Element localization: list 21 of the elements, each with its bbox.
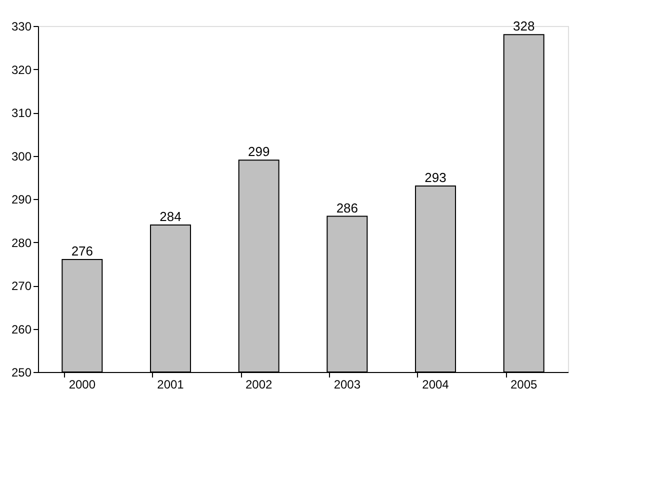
x-tick-label: 2003 [334,378,361,392]
data-label: 328 [512,18,535,34]
x-tick-label: 2001 [157,378,184,392]
y-tick-label: 290 [11,192,32,206]
y-tick-label: 330 [11,20,32,34]
y-tick-label: 250 [11,366,32,380]
data-label: 293 [424,170,446,186]
y-tick-label: 300 [11,149,32,164]
y-tick-label: 310 [11,106,32,120]
x-tick-label: 2005 [510,378,538,392]
y-tick-label: 320 [11,62,32,77]
x-tick-label: 2000 [68,378,96,392]
data-label: 284 [160,208,182,224]
x-tick-label: 2002 [245,378,273,392]
y-tick-label: 280 [11,236,32,250]
data-label: 286 [336,200,358,216]
data-label: 276 [71,244,94,259]
y-tick-label: 270 [11,279,32,293]
y-tick-label: 260 [11,322,32,336]
x-tick-label: 2004 [422,378,450,392]
data-label: 299 [248,144,270,160]
